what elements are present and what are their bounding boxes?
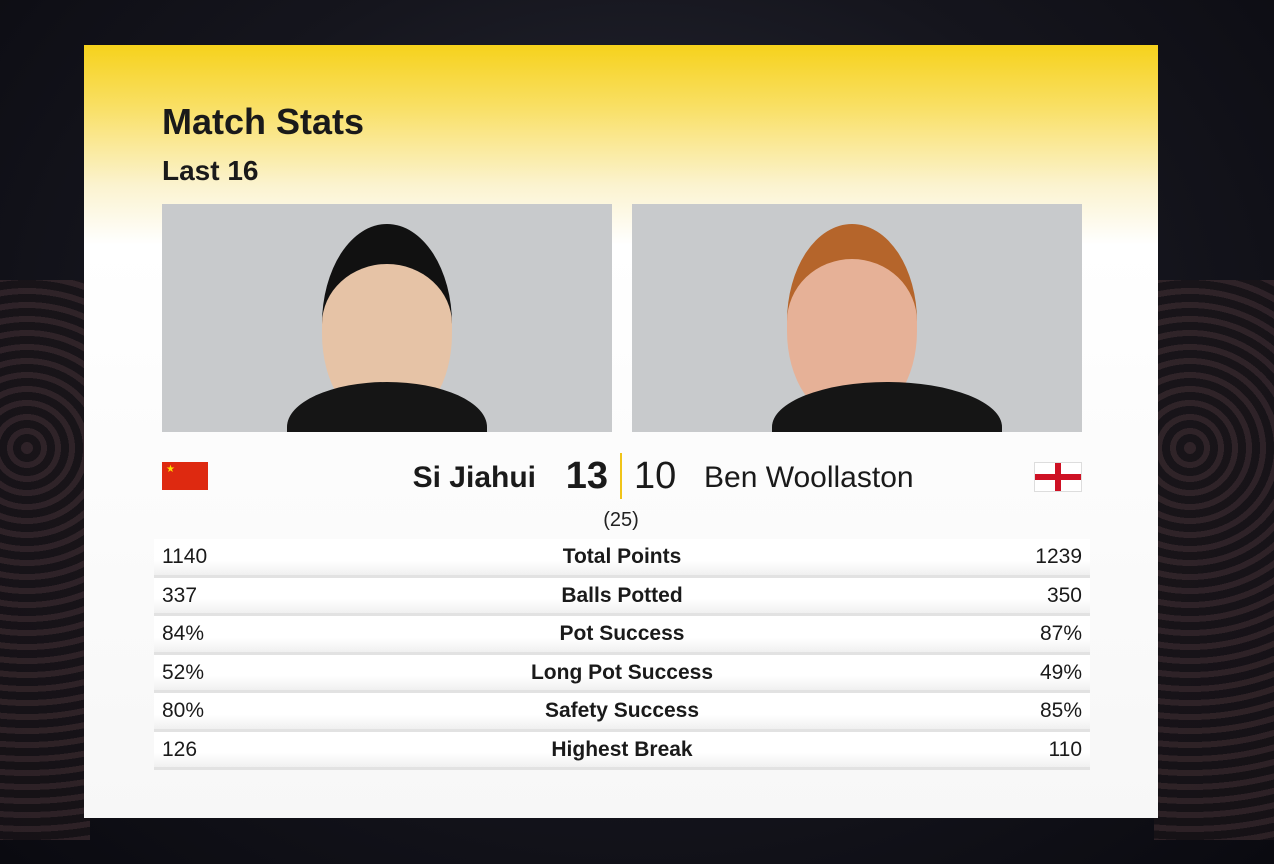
stat-label: Total Points [562,545,682,568]
stat-left: 1140 [162,545,208,568]
score-divider [620,453,622,499]
stat-right: 1239 [1035,545,1082,568]
stat-label: Balls Potted [561,583,683,607]
stat-row: 126 Highest Break 110 [154,731,1090,770]
stat-left: 80% [162,699,205,722]
stat-right: 49% [1039,660,1082,684]
stat-row: 84% Pot Success 87% [154,616,1090,655]
stat-label: Pot Success [559,622,685,645]
stat-label: Long Pot Success [530,660,714,684]
stat-right: 350 [1046,583,1082,607]
stat-right: 87% [1039,622,1082,645]
scoreline: Si Jiahui 13 10 Ben Woollaston [84,453,1158,501]
crowd-background-right [1154,280,1274,840]
stat-row: 52% Long Pot Success 49% [154,654,1090,693]
player2-name: Ben Woollaston [704,461,914,494]
stat-row: 80% Safety Success 85% [154,693,1090,732]
player1-body [287,382,487,432]
england-flag-icon [1034,462,1082,492]
match-stats-panel: Match Stats Last 16 ★ Si Jiahui 13 10 Be… [84,45,1158,818]
round-subtitle: Last 16 [162,155,259,186]
player1-name: Si Jiahui [412,461,536,494]
stat-left: 337 [162,583,198,607]
stat-left: 84% [162,622,205,645]
best-of-frames: (25) [603,509,639,531]
stat-right: 85% [1039,699,1082,722]
stat-row: 1140 Total Points 1239 [154,539,1090,578]
player1-score: 13 [565,455,608,497]
stat-row: 337 Balls Potted 350 [154,577,1090,616]
panel-title: Match Stats [162,101,365,142]
stat-left: 52% [162,660,205,684]
player1-photo [162,204,612,432]
stat-right: 110 [1048,737,1082,761]
stats-table: 1140 Total Points 1239 337 Balls Potted 350 … [154,539,1090,770]
player2-photo [632,204,1082,432]
stat-label: Safety Success [544,699,700,722]
stat-label: Highest Break [551,737,693,761]
crowd-background-left [0,280,90,840]
player2-score: 10 [634,455,677,497]
stat-left: 126 [162,737,198,761]
china-flag-icon: ★ [162,462,208,490]
